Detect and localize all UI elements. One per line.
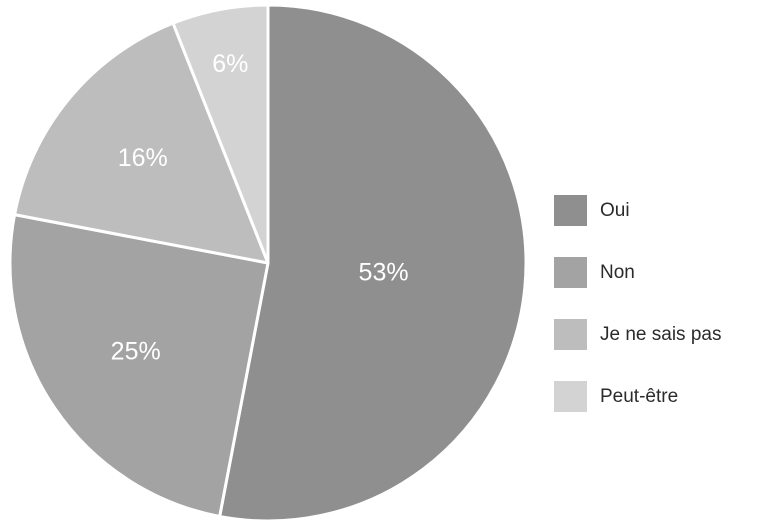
legend-swatch-peut-etre (554, 381, 587, 412)
legend-item-oui: Oui (554, 195, 721, 226)
slice-label-peut-etre: 6% (212, 50, 248, 78)
pie-chart: 53% 25% 16% 6% (8, 3, 528, 520)
legend-item-je-ne-sais-pas: Je ne sais pas (554, 319, 721, 350)
legend-swatch-non (554, 257, 587, 288)
legend-label-je-ne-sais-pas: Je ne sais pas (600, 323, 722, 345)
pie-slice-labels: 53% 25% 16% 6% (111, 50, 409, 366)
pie-slice-peut-etre (171, 3, 270, 265)
legend-item-non: Non (554, 257, 721, 288)
legend-label-oui: Oui (600, 199, 630, 221)
slice-label-non: 25% (111, 338, 161, 366)
legend-label-non: Non (600, 261, 635, 283)
pie-slices (8, 3, 528, 520)
pie-slice-oui (218, 3, 528, 520)
slice-label-je-ne-sais-pas: 16% (118, 144, 168, 172)
chart-legend: Oui Non Je ne sais pas Peut-être (554, 195, 721, 412)
legend-item-peut-etre: Peut-être (554, 381, 721, 412)
pie-slice-je-ne-sais-pas (13, 21, 270, 265)
legend-swatch-je-ne-sais-pas (554, 319, 587, 350)
slice-label-oui: 53% (359, 259, 409, 287)
legend-swatch-oui (554, 195, 587, 226)
pie-slice-non (8, 213, 270, 518)
legend-label-peut-etre: Peut-être (600, 385, 679, 407)
